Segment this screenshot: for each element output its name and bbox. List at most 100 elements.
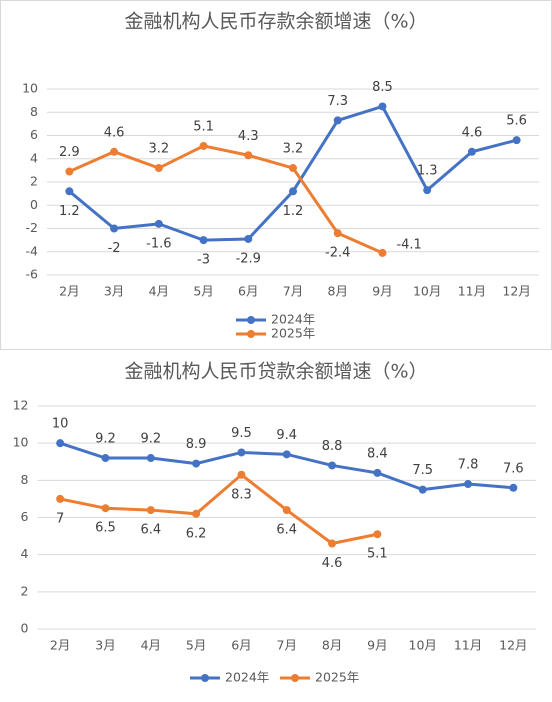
y-tick-label: 6 [30, 127, 38, 142]
data-point [244, 151, 253, 160]
data-point [509, 483, 518, 492]
data-point [333, 116, 342, 125]
data-point [199, 141, 208, 150]
x-tick-label: 4月 [149, 284, 169, 299]
data-point [146, 454, 155, 463]
legend-marker [247, 330, 255, 338]
x-tick-label: 7月 [277, 638, 297, 653]
y-tick-label: 8 [21, 472, 29, 487]
legend-marker [247, 316, 255, 324]
y-tick-label: -4 [26, 243, 39, 258]
x-tick-label: 11月 [458, 284, 486, 299]
data-label: 1.2 [59, 204, 80, 219]
legend-label: 2024年 [271, 312, 315, 327]
series-line [68, 104, 518, 242]
data-point [289, 164, 297, 173]
legend-marker [201, 674, 209, 682]
data-label: 8.8 [322, 439, 343, 454]
data-label: -2.4 [325, 246, 350, 261]
data-point [467, 147, 476, 156]
y-tick-label: 4 [21, 546, 29, 561]
x-tick-label: 8月 [322, 638, 342, 653]
data-point [65, 187, 74, 196]
data-point [237, 448, 246, 457]
data-point [154, 219, 163, 228]
legend-marker [291, 674, 299, 682]
data-label: 9.2 [95, 432, 116, 447]
data-label: 8.3 [231, 487, 252, 502]
data-label: 9.5 [231, 426, 252, 441]
data-point [418, 485, 427, 494]
chart-title: 金融机构人民币存款余额增速（%） [124, 11, 427, 33]
data-label: 4.6 [322, 556, 343, 571]
data-label: 3.2 [283, 142, 304, 157]
data-point [101, 454, 110, 463]
data-label: 2.9 [59, 145, 80, 160]
x-tick-label: 11月 [454, 638, 482, 653]
data-label: 9.2 [140, 432, 161, 447]
data-label: 8.4 [367, 446, 388, 461]
data-point [65, 167, 74, 176]
data-label: 7.6 [503, 461, 524, 476]
data-point [282, 450, 291, 459]
data-label: 5.1 [367, 547, 388, 562]
data-point [199, 236, 208, 245]
y-tick-label: 6 [21, 509, 29, 524]
x-tick-label: 4月 [141, 638, 161, 653]
data-label: 5.6 [506, 114, 527, 129]
data-label: -3 [197, 253, 210, 268]
series-line [59, 472, 378, 546]
data-label: 4.6 [462, 125, 483, 140]
x-tick-label: 2月 [59, 284, 79, 299]
data-point [192, 459, 201, 468]
x-tick-label: 3月 [95, 638, 115, 653]
series-line [68, 144, 384, 255]
data-point [56, 494, 65, 503]
y-tick-label: 4 [30, 150, 38, 165]
data-point [328, 539, 337, 548]
data-point [333, 229, 342, 238]
data-label: 6.4 [276, 523, 297, 538]
y-tick-label: 8 [30, 104, 38, 119]
data-label: 7.5 [412, 463, 433, 478]
data-point [289, 187, 297, 196]
x-tick-label: 10月 [413, 284, 441, 299]
data-point [378, 248, 387, 257]
data-point [328, 461, 337, 470]
y-tick-label: -2 [26, 220, 38, 235]
x-tick-label: 5月 [193, 284, 213, 299]
data-label: 10 [52, 417, 69, 432]
data-label: 1.3 [417, 164, 438, 179]
legend-label: 2024年 [225, 670, 269, 685]
x-tick-label: 6月 [231, 638, 251, 653]
x-tick-label: 10月 [409, 638, 437, 653]
data-point [110, 224, 119, 233]
y-tick-label: 12 [13, 398, 29, 413]
y-tick-label: 2 [21, 583, 29, 598]
data-point [378, 102, 387, 111]
data-label: -2.9 [236, 251, 261, 266]
x-tick-label: 12月 [502, 284, 530, 299]
legend-label: 2025年 [315, 670, 359, 685]
data-point [373, 530, 382, 539]
legend-label: 2025年 [271, 326, 315, 341]
data-label: -4.1 [396, 237, 421, 252]
data-point [282, 506, 291, 515]
data-point [512, 136, 521, 145]
data-label: 9.4 [276, 428, 297, 443]
data-label: 6.2 [186, 526, 207, 541]
data-label: 5.1 [193, 119, 214, 134]
data-label: 7.8 [458, 458, 479, 473]
data-label: 8.9 [186, 437, 207, 452]
x-tick-label: 8月 [328, 284, 348, 299]
y-tick-label: 10 [22, 81, 38, 96]
data-label: -2 [108, 241, 121, 256]
data-label: 3.2 [148, 142, 169, 157]
data-point [101, 504, 110, 513]
chart-title: 金融机构人民币贷款余额增速（%） [124, 361, 427, 383]
x-tick-label: 2月 [50, 638, 70, 653]
data-label: 6.5 [95, 521, 116, 536]
data-point [56, 439, 65, 448]
data-point [244, 234, 253, 243]
